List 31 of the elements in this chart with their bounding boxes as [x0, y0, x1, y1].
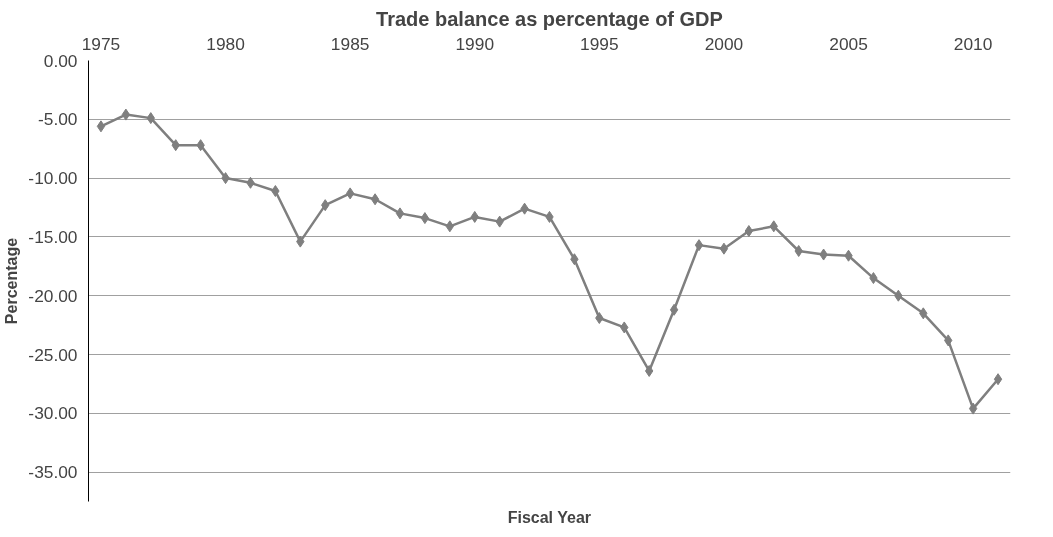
y-tick-label: -20.00 [28, 285, 78, 306]
point [96, 120, 106, 133]
y-tick-label: -10.00 [28, 168, 78, 189]
point [420, 212, 430, 225]
x-axis-title: Fiscal Year [507, 508, 592, 526]
point [993, 373, 1003, 386]
x-tick-label: 1990 [455, 33, 495, 54]
point [121, 108, 131, 121]
x-tick-label: 1980 [206, 33, 245, 54]
x-tick-label: 1985 [330, 33, 370, 54]
x-tick-label: 2005 [829, 33, 868, 54]
point [968, 402, 978, 415]
y-tick-label: -35.00 [28, 462, 78, 483]
x-tick-label: 1975 [81, 33, 121, 54]
y-tick-label: 0.00 [43, 50, 78, 71]
x-tick-label: 2000 [704, 33, 744, 54]
chart-title: Trade balance as percentage of GDP [376, 7, 723, 30]
point [694, 239, 704, 252]
y-tick-label: -5.00 [38, 109, 78, 130]
point [669, 303, 679, 316]
y-tick-label: -15.00 [28, 226, 78, 247]
point [395, 207, 405, 220]
point [370, 193, 380, 206]
point [345, 187, 355, 200]
point [719, 242, 729, 255]
y-axis-title: Percentage [3, 237, 21, 325]
x-tick-label: 1995 [580, 33, 619, 54]
x-tick-label: 2010 [953, 33, 993, 54]
y-tick-label: -30.00 [28, 403, 78, 424]
y-tick-label: -25.00 [28, 344, 78, 365]
point [744, 225, 754, 238]
